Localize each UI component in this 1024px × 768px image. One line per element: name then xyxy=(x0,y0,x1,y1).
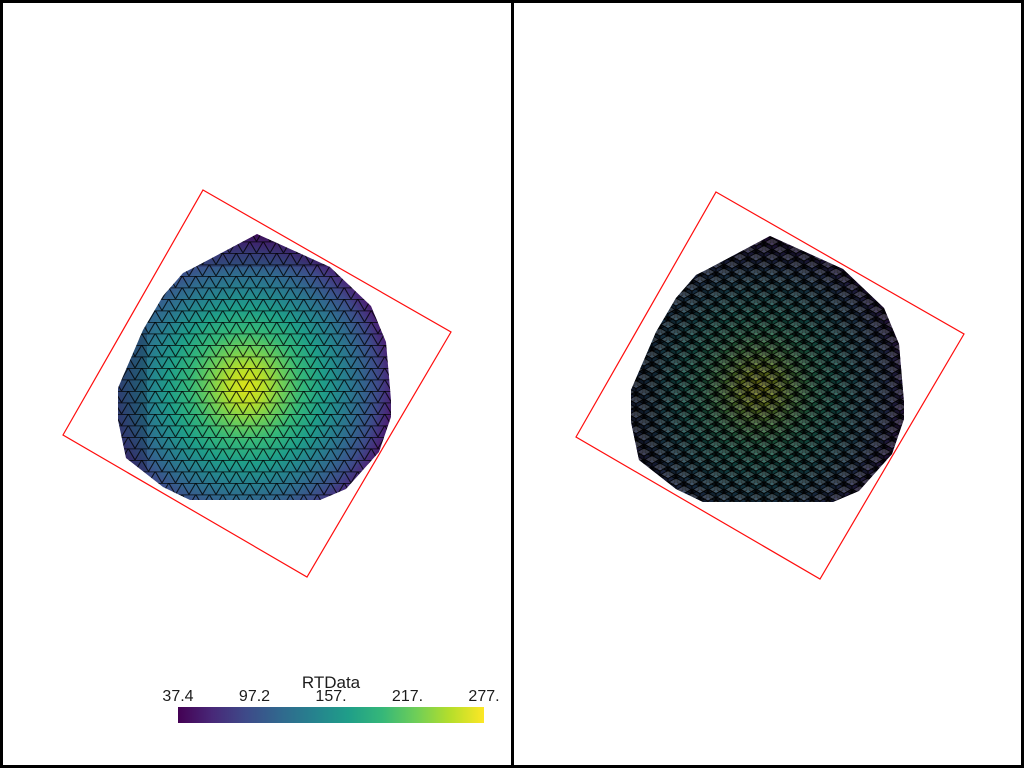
right-render-view[interactable] xyxy=(575,191,965,580)
dataset-outline-box xyxy=(575,191,965,580)
scalar-bar-tick-label: 277. xyxy=(468,688,499,705)
view-splitter[interactable] xyxy=(511,0,514,768)
scalar-bar-title: RTData xyxy=(302,673,361,692)
scalar-bar-tick-label: 217. xyxy=(392,688,423,705)
scalar-bar-gradient xyxy=(178,707,484,723)
scalar-bar-tick-labels: 37.4 97.2 157. 217. 277. xyxy=(162,688,499,705)
scalar-bar-tick-label: 97.2 xyxy=(239,688,270,705)
left-render-view[interactable] xyxy=(62,189,452,578)
scalar-bar-tick-label: 37.4 xyxy=(162,688,193,705)
dataset-outline-box xyxy=(62,189,452,578)
scalar-bar[interactable]: RTData 37.4 97.2 157. 217. 277. xyxy=(162,673,500,723)
scalar-bar-tick-label: 157. xyxy=(315,688,346,705)
